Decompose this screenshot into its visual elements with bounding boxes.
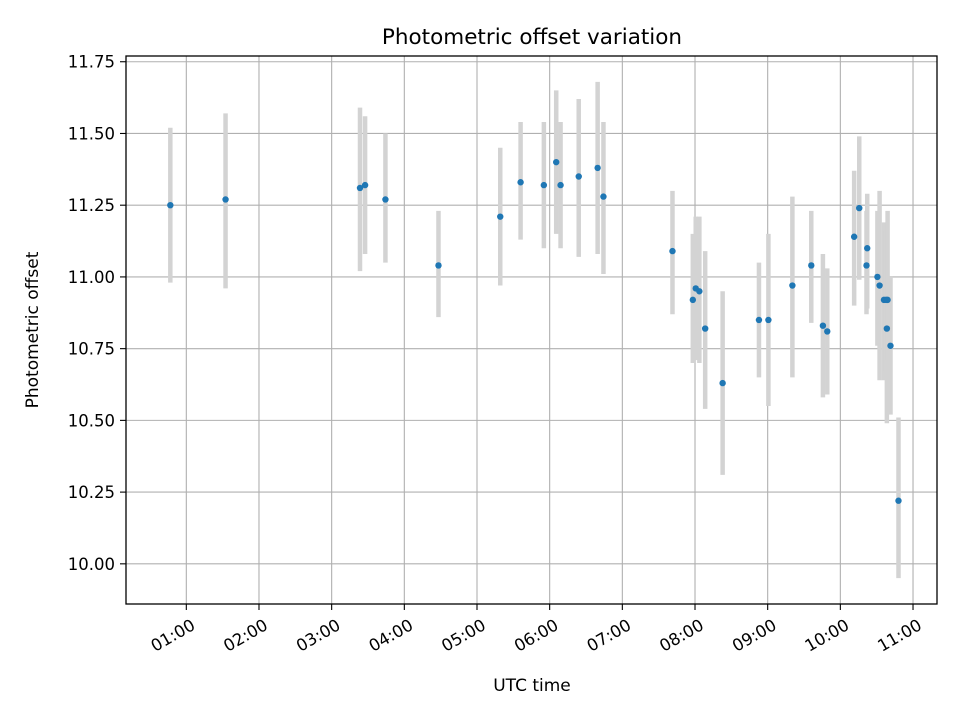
x-tick-label: 10:00 [802, 615, 853, 655]
data-point [701, 325, 709, 332]
data-point [540, 181, 548, 189]
data-point [557, 181, 564, 189]
data-point [808, 262, 815, 269]
y-tick-label: 10.75 [68, 340, 115, 359]
data-point [719, 379, 726, 387]
grid [126, 56, 937, 604]
data-point [856, 204, 863, 212]
x-tick-label: 02:00 [220, 615, 271, 655]
data-point [819, 322, 827, 329]
data-point [600, 193, 607, 200]
x-tick-label: 04:00 [366, 615, 417, 655]
data-point [222, 196, 229, 203]
data-point [435, 262, 442, 269]
x-tick-label: 09:00 [729, 615, 780, 655]
data-point [876, 282, 883, 289]
x-tick-label: 06:00 [511, 615, 562, 655]
data-point [765, 316, 772, 324]
data-point [575, 173, 582, 180]
data-point [883, 325, 891, 332]
data-point [824, 328, 831, 335]
data-point [850, 233, 858, 240]
x-axis-ticks: 01:00 02:00 03:00 04:00 05:00 06:00 07:00 08:00… [148, 604, 925, 656]
data-point [887, 342, 894, 349]
data-point [863, 262, 870, 269]
data-point [517, 179, 524, 186]
x-axis-label: UTC time [493, 676, 571, 696]
data-point [669, 247, 676, 255]
chart-title: Photometric offset variation [382, 25, 682, 50]
data-point [594, 164, 601, 172]
y-tick-label: 10.25 [68, 483, 115, 502]
data-point [864, 245, 871, 252]
y-tick-label: 11.50 [68, 124, 115, 143]
data-point [696, 288, 703, 295]
error-bars [168, 81, 901, 579]
x-tick-label: 08:00 [656, 615, 707, 655]
data-point [356, 184, 364, 192]
data-point [553, 158, 560, 166]
x-tick-label: 03:00 [293, 615, 344, 655]
data-point [497, 213, 504, 220]
y-tick-label: 11.25 [68, 196, 115, 215]
data-point [755, 316, 763, 324]
data-point [361, 181, 369, 189]
data-point [382, 196, 389, 203]
data-point [874, 273, 881, 281]
data-point [789, 282, 796, 289]
x-tick-label: 11:00 [874, 615, 925, 655]
x-tick-label: 07:00 [584, 615, 635, 655]
plot-frame [125, 55, 938, 605]
data-point [884, 296, 891, 304]
y-tick-label: 10.00 [68, 555, 115, 574]
data-point [895, 497, 902, 504]
y-axis-ticks: 10.00 10.25 10.50 10.75 11.00 11.25 11.50 11.75 [68, 53, 126, 574]
data-point [689, 296, 697, 304]
x-tick-label: 05:00 [438, 615, 489, 655]
y-tick-label: 10.50 [68, 411, 115, 430]
x-tick-label: 01:00 [148, 615, 199, 655]
y-tick-label: 11.75 [68, 53, 115, 72]
y-axis-label: Photometric offset [23, 251, 43, 408]
data-points [167, 158, 902, 504]
y-tick-label: 11.00 [68, 268, 115, 287]
data-point [167, 201, 174, 209]
